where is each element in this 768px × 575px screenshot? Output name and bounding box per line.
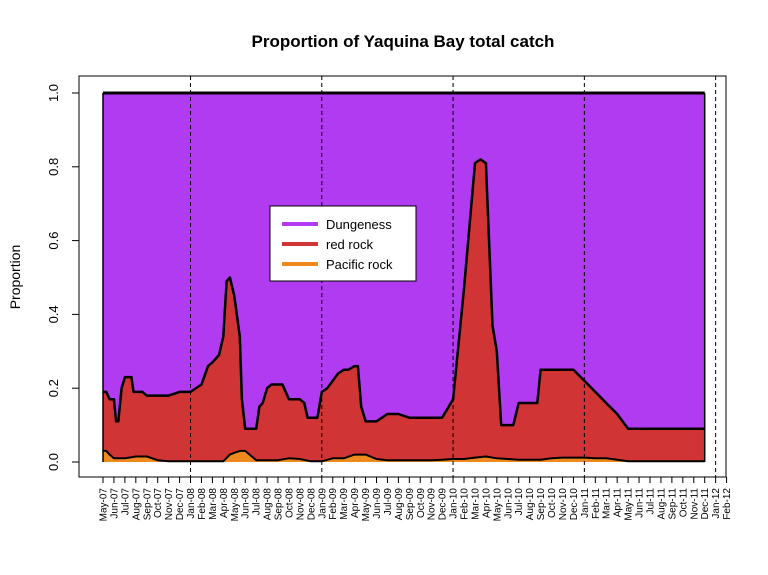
- y-axis: 0.0 0.2 0.4 0.6 0.8 1.0: [46, 84, 80, 471]
- x-tick-label: May-07: [99, 488, 110, 522]
- x-tick-label: Jan-11: [580, 488, 591, 518]
- y-tick-label: 1.0: [46, 84, 61, 102]
- x-tick-label: Jan-10: [449, 488, 460, 519]
- x-tick-label: Apr-08: [219, 488, 230, 518]
- x-tick-label: Sep-07: [142, 488, 153, 521]
- y-tick-label: 0.6: [46, 232, 61, 250]
- x-tick-label: Feb-08: [197, 488, 208, 520]
- x-tick-label: Oct-11: [678, 488, 689, 518]
- x-tick-label: Mar-10: [470, 488, 481, 520]
- x-tick-label: Mar-09: [339, 488, 350, 520]
- x-tick-label: Feb-10: [460, 488, 471, 520]
- legend-label: red rock: [326, 237, 373, 252]
- x-tick-label: Apr-10: [481, 488, 492, 518]
- y-axis-label: Proportion: [7, 245, 23, 310]
- x-tick-label: Jun-11: [635, 488, 646, 518]
- x-tick-label: Feb-11: [591, 488, 602, 519]
- x-tick-label: Aug-11: [656, 488, 667, 520]
- plot-area: [78, 75, 727, 478]
- chart-title: Proportion of Yaquina Bay total catch: [252, 32, 555, 51]
- y-tick-label: 0.0: [46, 453, 61, 471]
- x-tick-label: Oct-10: [547, 488, 558, 518]
- x-tick-label: Jul-09: [383, 488, 394, 516]
- x-tick-label: Jan-12: [711, 488, 722, 519]
- x-tick-label: Apr-11: [613, 488, 624, 518]
- x-tick-label: Jun-07: [109, 488, 120, 519]
- x-axis: May-07 Jun-07 Jul-07 Aug-07 Sep-07 Oct-07 Nov-…: [99, 476, 733, 522]
- x-tick-label: Nov-09: [427, 488, 438, 521]
- x-tick-label: Sep-09: [405, 488, 416, 521]
- x-tick-label: Oct-09: [416, 488, 427, 518]
- x-tick-label: Aug-10: [525, 488, 536, 521]
- x-tick-label: Sep-10: [536, 488, 547, 521]
- x-tick-label: Jul-08: [252, 488, 263, 516]
- series-pacific-rock-line: [103, 449, 705, 463]
- x-tick-label: Jan-09: [317, 488, 328, 519]
- x-tick-label: Feb-09: [328, 488, 339, 520]
- series-red-rock-area: [103, 159, 705, 462]
- x-tick-label: Aug-07: [131, 488, 142, 521]
- x-tick-label: Oct-07: [153, 488, 164, 518]
- x-tick-label: Jul-07: [120, 488, 131, 516]
- x-tick-label: Sep-11: [667, 488, 678, 520]
- x-tick-label: May-09: [361, 488, 372, 522]
- x-tick-label: Aug-08: [263, 488, 274, 521]
- x-tick-label: Dec-11: [700, 488, 711, 520]
- x-tick-label: Jul-11: [646, 488, 657, 515]
- series-red-rock-line: [103, 158, 705, 431]
- x-tick-label: Dec-08: [306, 488, 317, 521]
- x-tick-label: Jun-08: [241, 488, 252, 519]
- x-tick-label: Dec-09: [438, 488, 449, 521]
- legend: Dungeness red rock Pacific rock: [269, 205, 417, 282]
- y-tick-label: 0.2: [46, 379, 61, 397]
- x-tick-label: Dec-07: [175, 488, 186, 521]
- x-tick-label: Feb-12: [722, 488, 733, 520]
- x-tick-label: Oct-08: [284, 488, 295, 518]
- x-tick-label: May-11: [624, 488, 635, 521]
- x-tick-label: Jun-09: [372, 488, 383, 519]
- series-pacific-rock-area: [103, 450, 705, 462]
- x-tick-label: Mar-08: [208, 488, 219, 520]
- legend-label: Pacific rock: [326, 257, 393, 272]
- x-tick-label: May-10: [492, 488, 503, 522]
- x-tick-label: Jun-10: [503, 488, 514, 519]
- x-tick-label: Mar-11: [602, 488, 613, 519]
- x-tick-label: Nov-11: [689, 488, 700, 520]
- x-tick-label: Aug-09: [394, 488, 405, 521]
- x-tick-label: Jul-10: [514, 488, 525, 516]
- y-tick-label: 0.8: [46, 158, 61, 176]
- legend-label: Dungeness: [326, 217, 392, 232]
- x-tick-label: Nov-07: [164, 488, 175, 521]
- x-tick-label: Nov-08: [295, 488, 306, 521]
- y-tick-label: 0.4: [46, 305, 61, 323]
- x-tick-label: Jan-08: [186, 488, 197, 519]
- x-tick-label: Nov-10: [558, 488, 569, 521]
- x-tick-label: Sep-08: [274, 488, 285, 521]
- x-tick-label: Dec-10: [569, 488, 580, 521]
- x-tick-label: May-08: [230, 488, 241, 522]
- x-tick-label: Apr-09: [350, 488, 361, 518]
